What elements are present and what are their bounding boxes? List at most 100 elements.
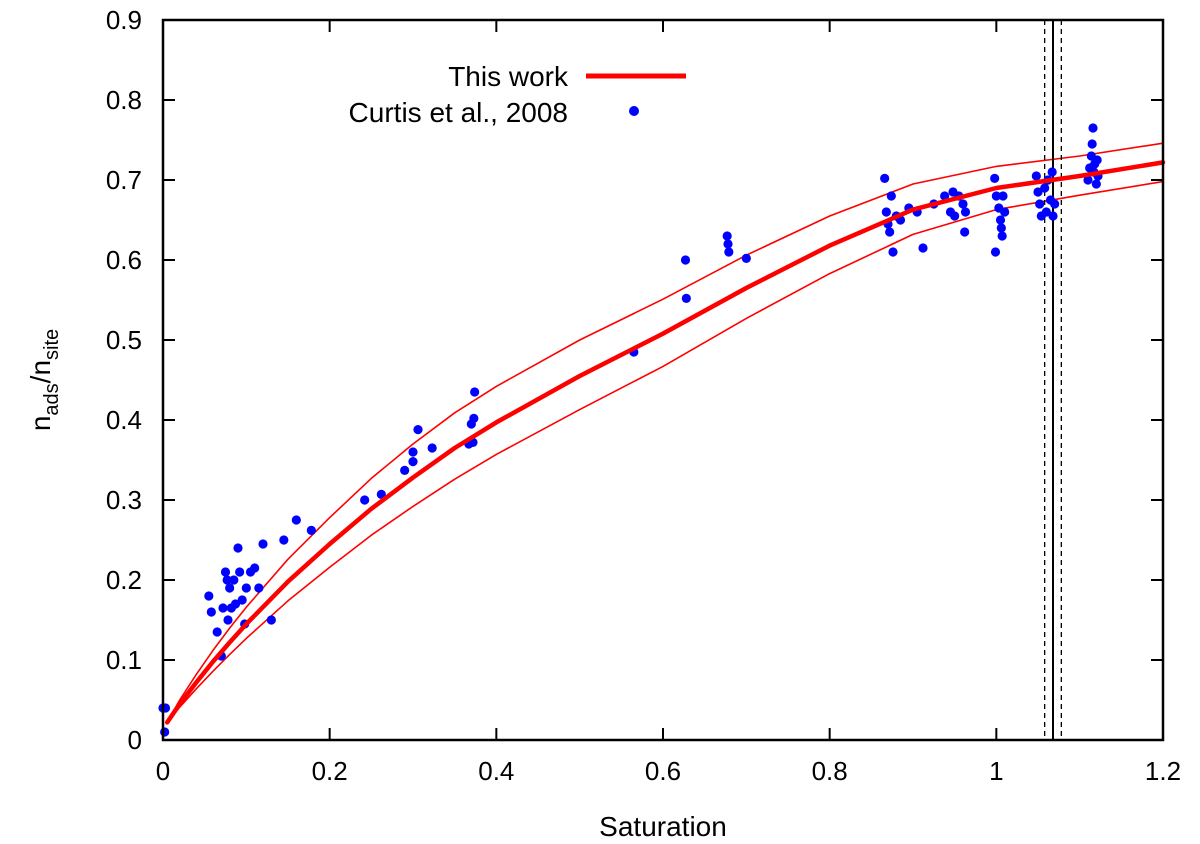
data-point-85 [1048,211,1058,221]
data-point-81 [1041,207,1051,217]
data-point-31 [408,457,418,467]
data-point-11 [225,583,235,593]
data-point-21 [250,563,260,573]
data-point-75 [1000,207,1010,217]
data-point-87 [1083,175,1093,185]
y-tick-label-8: 0.8 [106,85,142,115]
data-point-15 [233,543,243,553]
data-point-51 [886,191,896,201]
data-point-33 [413,425,423,435]
data-point-71 [995,215,1006,225]
data-point-10 [223,615,233,625]
plot-frame [161,18,1165,742]
legend-label-this-work: This work [448,61,569,92]
y-tick-label-6: 0.6 [106,245,142,275]
data-point-45 [724,247,734,257]
data-point-76 [1031,171,1041,181]
y-tick-label-3: 0.3 [106,485,142,515]
data-point-8 [220,567,231,577]
data-point-32 [408,447,418,457]
data-point-66 [960,207,971,217]
data-point-69 [991,191,1001,201]
scatter-points-layer [158,123,1103,737]
y-tick-label-0: 0 [128,725,142,755]
confidence-band-upper [166,142,1164,724]
data-point-25 [279,535,289,545]
data-point-42 [681,293,691,303]
y-tick-label-9: 0.9 [106,5,142,35]
legend: This work Curtis et al., 2008 [349,61,686,128]
x-tick-label-1: 0.2 [312,756,348,786]
x-tick-label-3: 0.6 [645,756,681,786]
y-label-sub2: site [41,329,63,360]
data-point-3 [204,591,214,601]
fit-line-this-work [164,160,1166,725]
fit-line-layer [164,160,1166,725]
data-point-16 [235,567,245,577]
data-point-41 [680,255,691,265]
data-point-46 [741,253,751,263]
x-tick-label-2: 0.4 [478,756,514,786]
data-point-72 [996,223,1006,233]
y-tick-label-4: 0.4 [106,405,142,435]
data-point-68 [990,247,1001,257]
y-tick-label-5: 0.5 [106,325,142,355]
data-point-23 [258,539,268,549]
data-point-77 [1033,187,1043,197]
y-label-slash: /n [25,360,56,383]
data-point-59 [940,191,950,201]
data-point-47 [880,173,890,183]
y-tick-label-7: 0.7 [106,165,142,195]
data-point-7 [218,603,228,613]
confidence-band-layer [166,142,1164,724]
data-point-9 [222,575,232,585]
data-point-19 [241,583,251,593]
confidence-band-lower [166,180,1164,724]
data-point-95 [1092,155,1102,165]
data-point-90 [1087,139,1097,149]
legend-label-curtis: Curtis et al., 2008 [349,97,568,128]
data-point-28 [360,495,370,505]
data-point-24 [266,615,276,625]
y-tick-label-1: 0.1 [106,645,142,675]
data-point-1 [160,727,170,737]
data-point-22 [254,583,264,593]
legend-swatch-curtis [629,106,639,116]
x-tick-label-5: 1 [989,756,1003,786]
x-tick-label-6: 1.2 [1145,756,1181,786]
data-point-38 [469,413,479,423]
data-point-73 [997,231,1007,241]
data-point-78 [1035,199,1045,209]
y-label-main1: n [25,416,56,432]
data-point-27 [306,525,316,536]
data-point-13 [229,575,239,585]
data-point-74 [998,191,1008,201]
data-point-91 [1088,123,1098,133]
ticks-layer: 0 0.2 0.4 0.6 0.8 1 1.2 0 0.1 0.2 0.3 0.4 0.5 0.6 0.7 0… [106,5,1181,786]
data-point-14 [230,599,241,609]
data-point-50 [885,227,895,237]
data-point-84 [1047,167,1057,177]
y-axis-label: nads/nsite [25,329,63,431]
data-point-64 [958,199,968,209]
data-point-30 [400,465,410,475]
data-point-26 [291,515,301,525]
data-point-48 [881,207,891,217]
data-point-65 [960,227,970,237]
data-point-34 [427,443,437,453]
data-point-67 [990,173,1000,183]
data-point-5 [212,627,222,637]
data-point-94 [1091,179,1101,189]
data-point-62 [950,211,960,221]
data-point-29 [376,489,386,499]
data-point-43 [722,231,732,241]
data-point-57 [918,243,928,253]
x-axis-label: Saturation [599,811,727,842]
data-point-86 [1050,199,1060,209]
data-point-39 [470,387,480,397]
y-label-sub1: ads [41,383,63,415]
data-point-44 [723,239,733,249]
y-tick-label-2: 0.2 [106,565,142,595]
data-point-52 [888,247,898,257]
